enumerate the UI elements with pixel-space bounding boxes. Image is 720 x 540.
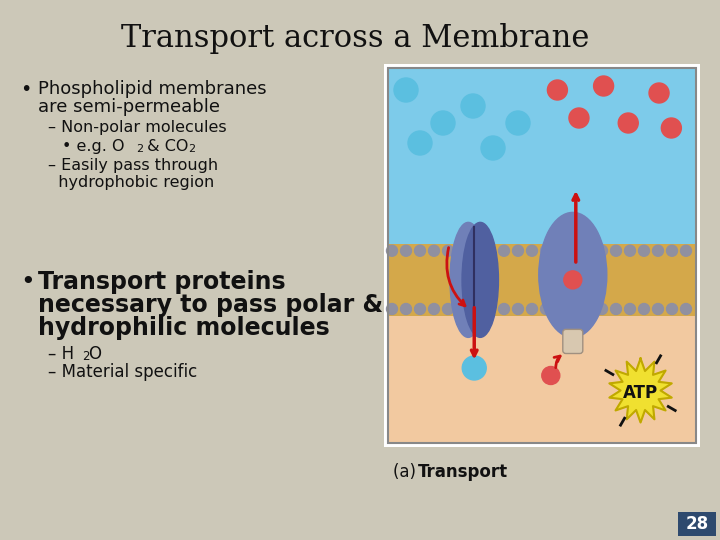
- Circle shape: [554, 245, 565, 256]
- Text: – Easily pass through: – Easily pass through: [48, 158, 218, 173]
- Circle shape: [513, 245, 523, 256]
- Text: – H: – H: [48, 345, 74, 363]
- Circle shape: [569, 108, 589, 128]
- Circle shape: [596, 303, 608, 314]
- Circle shape: [582, 303, 593, 314]
- Bar: [388, 315, 696, 443]
- Circle shape: [611, 303, 621, 314]
- Circle shape: [596, 245, 608, 256]
- Circle shape: [569, 303, 580, 314]
- Ellipse shape: [462, 222, 498, 338]
- Text: Transport across a Membrane: Transport across a Membrane: [121, 23, 589, 53]
- Text: ATP: ATP: [623, 383, 658, 402]
- Circle shape: [506, 111, 530, 135]
- Circle shape: [554, 303, 565, 314]
- Text: •: •: [20, 80, 32, 99]
- Circle shape: [470, 303, 482, 314]
- Circle shape: [387, 245, 397, 256]
- Ellipse shape: [450, 222, 487, 338]
- Circle shape: [569, 245, 580, 256]
- Circle shape: [547, 80, 567, 100]
- Text: Phospholipid membranes: Phospholipid membranes: [38, 80, 266, 98]
- Circle shape: [485, 303, 495, 314]
- Circle shape: [564, 271, 582, 289]
- Circle shape: [428, 303, 439, 314]
- Bar: [388, 244, 696, 315]
- Circle shape: [680, 303, 691, 314]
- Circle shape: [667, 245, 678, 256]
- Circle shape: [462, 356, 486, 380]
- Circle shape: [485, 245, 495, 256]
- Circle shape: [400, 245, 412, 256]
- Circle shape: [394, 78, 418, 102]
- Text: •: •: [20, 270, 35, 294]
- Text: – Material specific: – Material specific: [48, 363, 197, 381]
- Text: • e.g. O: • e.g. O: [62, 139, 125, 154]
- Text: (a): (a): [393, 463, 421, 481]
- Text: 2: 2: [188, 144, 195, 154]
- Circle shape: [618, 113, 638, 133]
- Circle shape: [443, 303, 454, 314]
- Circle shape: [481, 136, 505, 160]
- Text: – Non-polar molecules: – Non-polar molecules: [48, 120, 227, 135]
- Text: O: O: [88, 345, 101, 363]
- Circle shape: [662, 118, 681, 138]
- Polygon shape: [609, 359, 672, 422]
- Circle shape: [541, 367, 560, 384]
- Text: Transport: Transport: [418, 463, 508, 481]
- Circle shape: [461, 94, 485, 118]
- Text: Transport proteins: Transport proteins: [38, 270, 286, 294]
- Text: 2: 2: [82, 350, 89, 363]
- Ellipse shape: [539, 212, 607, 338]
- Circle shape: [415, 245, 426, 256]
- Circle shape: [541, 245, 552, 256]
- Circle shape: [428, 245, 439, 256]
- Circle shape: [513, 303, 523, 314]
- Circle shape: [443, 245, 454, 256]
- Circle shape: [667, 303, 678, 314]
- Circle shape: [680, 245, 691, 256]
- Text: necessary to pass polar &: necessary to pass polar &: [38, 293, 383, 317]
- Circle shape: [639, 245, 649, 256]
- FancyBboxPatch shape: [678, 512, 716, 536]
- Text: are semi-permeable: are semi-permeable: [38, 98, 220, 116]
- Bar: [388, 68, 696, 244]
- Circle shape: [400, 303, 412, 314]
- Circle shape: [470, 245, 482, 256]
- Circle shape: [408, 131, 432, 155]
- Circle shape: [652, 303, 664, 314]
- Text: hydrophilic molecules: hydrophilic molecules: [38, 316, 330, 340]
- Circle shape: [498, 245, 510, 256]
- Circle shape: [526, 245, 538, 256]
- Circle shape: [415, 303, 426, 314]
- Circle shape: [611, 245, 621, 256]
- Circle shape: [639, 303, 649, 314]
- Circle shape: [624, 245, 636, 256]
- Circle shape: [582, 245, 593, 256]
- Circle shape: [387, 303, 397, 314]
- Circle shape: [456, 303, 467, 314]
- Circle shape: [431, 111, 455, 135]
- Circle shape: [498, 303, 510, 314]
- FancyBboxPatch shape: [563, 329, 582, 354]
- Circle shape: [649, 83, 669, 103]
- Circle shape: [526, 303, 538, 314]
- Circle shape: [624, 303, 636, 314]
- Text: hydrophobic region: hydrophobic region: [48, 175, 215, 190]
- FancyBboxPatch shape: [384, 64, 700, 447]
- Circle shape: [456, 245, 467, 256]
- Text: 28: 28: [685, 515, 708, 533]
- Circle shape: [541, 303, 552, 314]
- Text: & CO: & CO: [142, 139, 189, 154]
- Circle shape: [652, 245, 664, 256]
- Circle shape: [593, 76, 613, 96]
- Text: 2: 2: [136, 144, 143, 154]
